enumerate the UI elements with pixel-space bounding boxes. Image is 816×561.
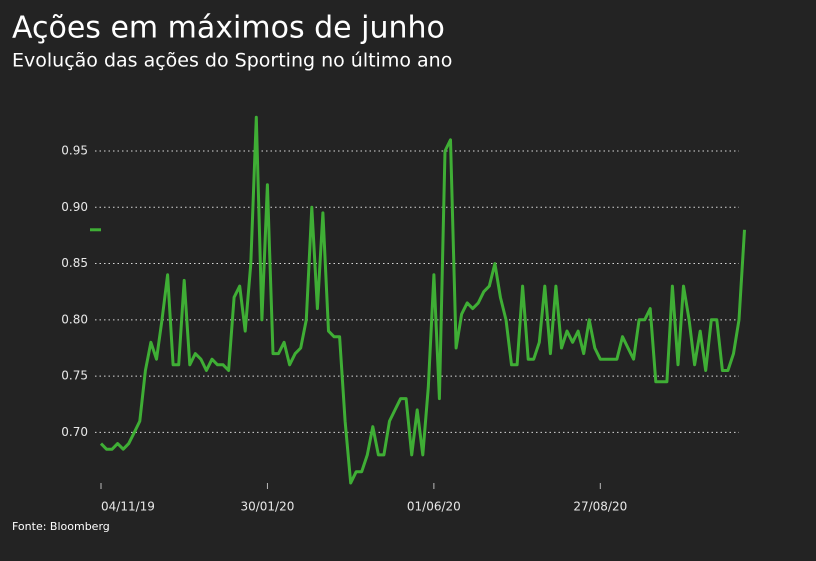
chart-title: Ações em máximos de junho	[12, 11, 445, 46]
x-tick-label: 04/11/19	[101, 500, 155, 514]
x-tick-label: 27/08/20	[573, 500, 627, 514]
y-tick-label: 0.85	[61, 256, 88, 270]
x-tick-label: 30/01/20	[240, 500, 294, 514]
source: Fonte: Bloomberg	[12, 520, 110, 533]
x-tick-label: 01/06/20	[407, 500, 461, 514]
y-tick-label: 0.95	[61, 144, 88, 158]
line-series	[99, 115, 746, 485]
chart-subtitle: Evolução das ações do Sporting no último…	[12, 50, 452, 72]
y-tick-label: 0.70	[61, 425, 88, 439]
y-tick-label: 0.90	[61, 200, 88, 214]
y-tick-label: 0.75	[61, 369, 88, 383]
y-tick-label: 0.80	[61, 312, 88, 326]
